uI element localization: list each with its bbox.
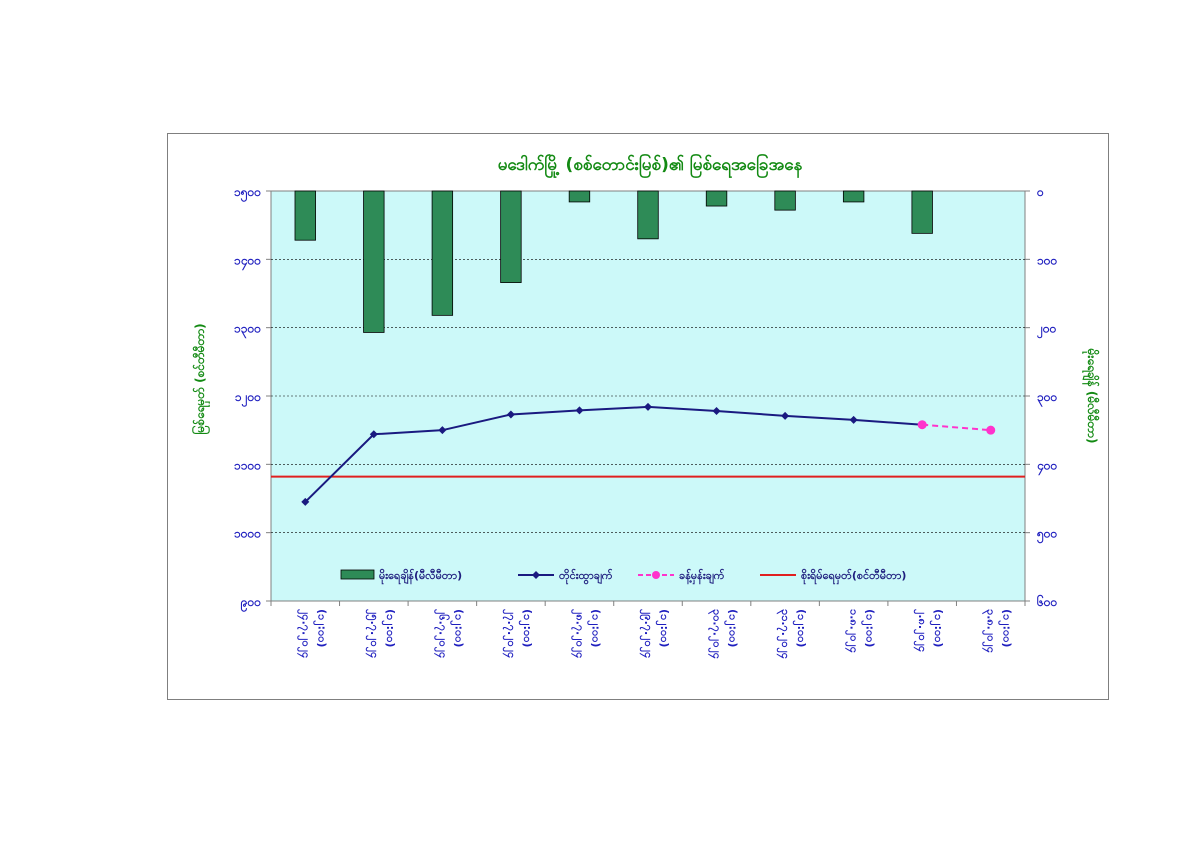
rainfall-bar bbox=[842, 190, 865, 203]
rainfall-bar bbox=[774, 190, 796, 211]
observed-point bbox=[506, 410, 515, 419]
rainfall-bar bbox=[637, 190, 659, 240]
x-tick-label-date: ၂၈.၇.၂၀၂၄ bbox=[570, 609, 586, 658]
y-right-tick-label: ၂၀၀ bbox=[1036, 322, 1057, 340]
observed-point bbox=[301, 497, 310, 506]
y-left-tick-label: ၁၀၀၀ bbox=[234, 527, 261, 541]
forecast-line bbox=[922, 423, 991, 432]
y-right-tick-label: ၄၀၀ bbox=[1036, 458, 1058, 476]
x-tick-label-time: (၁၂:၀၀) bbox=[381, 609, 397, 647]
observed-point bbox=[575, 406, 584, 415]
legend-marker-observed bbox=[532, 571, 540, 579]
observed-point bbox=[849, 415, 858, 424]
x-tick-label-time: (၁၂:၀၀) bbox=[929, 609, 945, 647]
x-tick-label-date: ၂၉.၇.၂၀၂၄ bbox=[639, 609, 655, 658]
x-tick-label-time: (၁၂:၀၀) bbox=[449, 609, 465, 647]
x-tick-label-date: ၂၇.၇.၂၀၂၄ bbox=[502, 609, 518, 658]
x-tick-label-time: (၁၂:၀၀) bbox=[312, 609, 328, 647]
x-tick-label-date: ၁.၈.၂၀၂၄ bbox=[845, 609, 861, 653]
y-left-tick-label: ၁၅၀၀ bbox=[234, 185, 261, 203]
x-tick-label-time: (၁၂:၀၀) bbox=[998, 609, 1014, 647]
x-tick-label-time: (၁၂:၀၀) bbox=[724, 609, 740, 647]
x-tick-label-time: (၁၂:၀၀) bbox=[861, 609, 877, 647]
chart-svg: မဒေါက်မြို့ (စစ်တောင်းမြစ်)၏ မြစ်ရေအခြေအ… bbox=[190, 152, 1101, 659]
rainfall-bar bbox=[363, 190, 385, 333]
x-tick-label-time: (၁၂:၀၀) bbox=[586, 609, 602, 647]
y-axis-left-title: မြစ်ရေမှတ် (စင်တီမီတာ) bbox=[190, 323, 211, 434]
legend-label: မိုးရေချိန်(မီလီမီတာ) bbox=[379, 568, 462, 585]
rainfall-bar bbox=[500, 190, 522, 283]
y-left-tick-label: ၁၂၀၀ bbox=[235, 390, 261, 408]
observed-point bbox=[438, 426, 447, 435]
rainfall-bar bbox=[705, 190, 728, 207]
x-tick-label-time: (၁၂:၀၀) bbox=[655, 609, 671, 647]
forecast-point bbox=[917, 420, 927, 430]
rainfall-bar bbox=[911, 190, 933, 234]
legend-label: ခန့်မှန်းချက် bbox=[679, 568, 725, 585]
rainfall-bar bbox=[294, 190, 316, 241]
observed-point bbox=[369, 430, 378, 439]
y-right-tick-label: ၅၀၀ bbox=[1036, 527, 1058, 545]
legend-label: စိုးရိမ်ရေမှတ်(စင်တီမီတာ) bbox=[801, 568, 906, 585]
y-right-tick-label: ၁၀၀ bbox=[1037, 253, 1058, 267]
observed-point bbox=[644, 402, 652, 411]
legend-label: တိုင်းထွာချက် bbox=[559, 568, 613, 585]
rainfall-bar bbox=[568, 190, 591, 203]
rainfall-bar bbox=[431, 190, 454, 316]
chart-title: မဒေါက်မြို့ (စစ်တောင်းမြစ်)၏ မြစ်ရေအခြေအ… bbox=[498, 152, 803, 179]
observed-line bbox=[304, 405, 923, 503]
x-tick-label-date: ၃.၈.၂၀၂၄ bbox=[982, 609, 998, 653]
x-tick-label-date: ၂၆.၇.၂၀၂၄ bbox=[433, 609, 449, 658]
observed-point bbox=[781, 411, 790, 420]
x-tick-label-date: ၂၄.၇.၂၀၂၄ bbox=[296, 609, 312, 658]
legend-swatch-rainfall bbox=[340, 569, 375, 580]
y-left-tick-label: ၁၁၀၀ bbox=[234, 458, 261, 472]
x-tick-label-date: ၃၀.၇.၂၀၂၄ bbox=[708, 609, 724, 659]
legend-marker-forecast bbox=[652, 571, 660, 579]
chart-frame: မဒေါက်မြို့ (စစ်တောင်းမြစ်)၏ မြစ်ရေအခြေအ… bbox=[167, 133, 1109, 700]
y-right-tick-label: ၃၀၀ bbox=[1037, 390, 1058, 408]
y-axis-right-title: မိုးရေချိန် (မီလီမီတာ) bbox=[1081, 348, 1101, 444]
x-tick-label-date: ၂.၈.၂၀၂၄ bbox=[913, 609, 929, 652]
y-left-tick-label: ၁၄၀၀ bbox=[234, 253, 261, 271]
x-tick-label-time: (၁၂:၀၀) bbox=[792, 609, 808, 647]
x-tick-label-date: ၃၁.၇.၂၀၂၄ bbox=[776, 609, 792, 659]
x-tick-label-date: ၂၅.၇.၂၀၂၄ bbox=[365, 609, 381, 658]
y-right-tick-label: ၆၀၀ bbox=[1036, 593, 1058, 609]
y-left-tick-label: ၉၀၀ bbox=[240, 595, 262, 613]
y-left-tick-label: ၁၃၀၀ bbox=[234, 322, 261, 340]
forecast-point bbox=[986, 425, 996, 435]
y-right-tick-label: ၀ bbox=[1036, 185, 1044, 199]
x-tick-label-time: (၁၂:၀၀) bbox=[518, 609, 534, 647]
observed-point bbox=[712, 407, 721, 416]
